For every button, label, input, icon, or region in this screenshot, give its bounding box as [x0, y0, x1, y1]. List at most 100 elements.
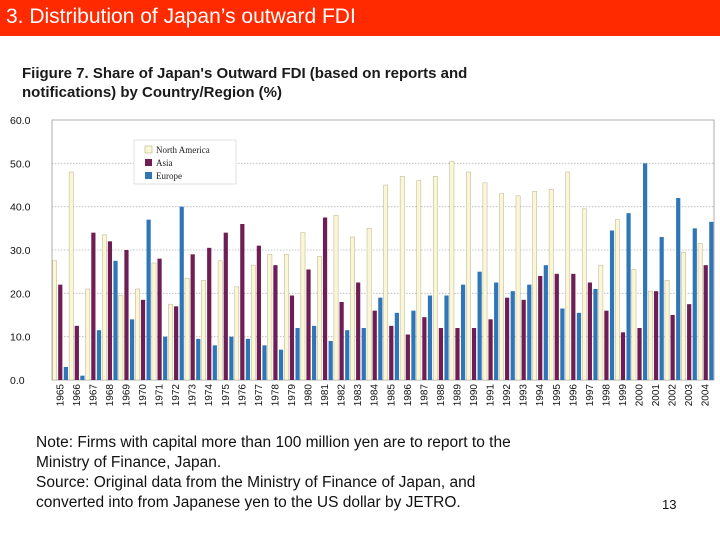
bar-europe-1989: [460, 284, 466, 380]
bar-north-america-1967: [85, 288, 91, 381]
x-tick-label: 1991: [486, 384, 497, 407]
bar-north-america-1969: [118, 295, 124, 381]
bar-europe-1984: [378, 297, 383, 380]
bar-europe-1994: [543, 265, 548, 380]
x-tick-label: 2001: [651, 384, 662, 407]
bar-europe-1965: [63, 367, 68, 380]
bar-north-america-1984: [366, 228, 372, 381]
bar-asia-1968: [107, 241, 113, 380]
bar-north-america-1983: [350, 236, 355, 381]
bar-north-america-1981: [317, 256, 322, 381]
x-tick-label: 1995: [552, 384, 563, 407]
bar-asia-1976: [240, 224, 245, 380]
bar-north-america-1987: [416, 180, 422, 381]
bar-asia-1989: [455, 328, 460, 380]
bar-europe-1991: [494, 282, 499, 380]
bar-europe-1968: [113, 260, 118, 380]
y-tick-label: 60.0: [10, 115, 31, 127]
bar-north-america-1995: [548, 189, 554, 381]
bar-north-america-2003: [681, 251, 686, 381]
bar-europe-1973: [196, 338, 201, 380]
bar-europe-1990: [477, 271, 482, 380]
bar-north-america-1973: [184, 277, 190, 381]
x-tick-label: 1993: [519, 384, 530, 407]
bar-europe-1995: [560, 308, 565, 380]
bar-north-america-2004: [697, 243, 703, 381]
bar-north-america-1972: [168, 303, 173, 381]
bar-north-america-1991: [482, 182, 488, 381]
bar-europe-2003: [692, 228, 697, 380]
bar-north-america-1997: [581, 208, 587, 381]
bar-europe-1971: [163, 336, 168, 380]
bar-europe-1969: [129, 319, 135, 380]
bar-north-america-1990: [466, 171, 471, 381]
source-note: Note: Firms with capital more than 100 m…: [36, 433, 606, 513]
x-tick-label: 1975: [221, 384, 232, 407]
bar-north-america-1996: [565, 171, 571, 381]
figure-caption: Fiigure 7. Share of Japan's Outward FDI …: [22, 64, 602, 102]
bar-asia-2004: [703, 265, 708, 380]
x-tick-label: 1994: [535, 384, 546, 407]
bar-asia-2001: [653, 291, 659, 380]
legend-label: Europe: [156, 171, 182, 181]
x-tick-label: 1999: [618, 384, 629, 407]
x-tick-label: 2002: [668, 384, 679, 407]
bar-europe-1998: [609, 230, 615, 380]
bar-europe-2001: [659, 237, 664, 380]
y-tick-label: 50.0: [10, 158, 31, 170]
legend-label: North America: [156, 145, 210, 155]
x-tick-label: 1981: [320, 384, 331, 407]
bar-asia-1981: [322, 217, 328, 380]
legend-swatch: [145, 159, 152, 166]
bar-asia-1966: [74, 325, 79, 380]
y-tick-label: 10.0: [10, 332, 31, 344]
legend-swatch: [144, 145, 153, 154]
bar-europe-1972: [179, 206, 184, 380]
bar-north-america-1994: [532, 191, 537, 381]
bar-asia-2000: [637, 328, 642, 380]
bar-europe-1996: [576, 312, 582, 380]
x-tick-label: 1978: [270, 384, 281, 407]
x-tick-label: 1989: [452, 384, 463, 407]
bar-europe-1966: [80, 375, 85, 380]
x-tick-label: 2000: [635, 384, 646, 407]
bar-europe-1997: [593, 289, 598, 380]
bar-north-america-1970: [135, 288, 140, 381]
note-line-2: Ministry of Finance, Japan.: [36, 454, 222, 471]
bar-europe-1978: [278, 349, 284, 380]
x-tick-label: 1988: [436, 384, 447, 407]
bar-north-america-1993: [515, 195, 521, 381]
x-tick-label: 1983: [353, 384, 364, 407]
x-tick-label: 1969: [121, 384, 132, 407]
bar-asia-1984: [372, 310, 377, 380]
bar-europe-1981: [328, 341, 333, 380]
bar-north-america-1992: [499, 193, 504, 381]
bar-north-america-2002: [664, 280, 670, 381]
bar-north-america-1965: [52, 260, 58, 381]
figure-caption-line-1: Fiigure 7. Share of Japan's Outward FDI …: [22, 65, 468, 82]
x-tick-label: 1972: [171, 384, 182, 407]
bar-asia-1974: [207, 247, 212, 380]
bar-asia-1996: [571, 273, 576, 380]
bar-asia-1990: [471, 328, 477, 380]
bar-asia-1970: [140, 299, 146, 380]
bar-north-america-1968: [101, 234, 107, 381]
bar-asia-2003: [687, 304, 692, 380]
slide-title: 3. Distribution of Japan’s outward FDI: [6, 5, 356, 28]
bar-north-america-1974: [201, 280, 206, 381]
bar-asia-1965: [58, 284, 63, 380]
bar-asia-1967: [91, 232, 96, 380]
bar-europe-1967: [96, 330, 102, 380]
bar-asia-1980: [306, 269, 311, 380]
bar-north-america-1988: [432, 176, 438, 381]
bar-europe-2000: [643, 163, 648, 380]
y-tick-label: 0.0: [10, 375, 25, 387]
bar-europe-1977: [262, 345, 267, 380]
bar-asia-1999: [620, 332, 626, 380]
bar-asia-2002: [670, 315, 675, 380]
bar-north-america-1966: [68, 171, 74, 381]
note-line-4: converted into from Japanese yen to the …: [36, 494, 461, 511]
bar-asia-1992: [505, 297, 510, 380]
figure-caption-line-2: notifications) by Country/Region (%): [22, 84, 282, 101]
page-number: 13: [662, 497, 677, 512]
